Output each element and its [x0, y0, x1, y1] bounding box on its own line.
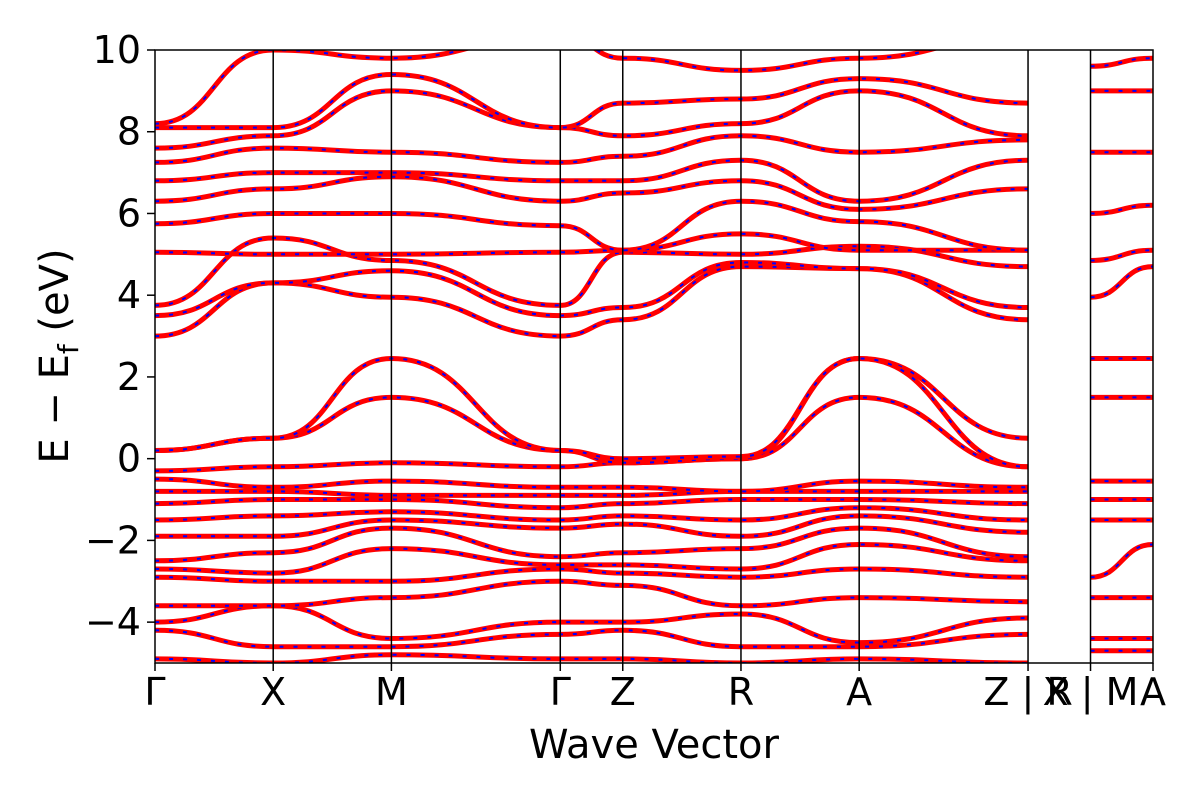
band-r10: [1090, 264, 1153, 300]
band-overlay-b13: [155, 396, 1029, 472]
x-axis-label: Wave Vector: [529, 722, 780, 768]
x-tick-label: A: [1140, 670, 1166, 714]
band-overlay-b12: [155, 478, 1029, 493]
band-overlay-b11: [155, 490, 1028, 497]
y-axis-label-subscript: f: [52, 343, 85, 354]
y-ticks: −4 −2 0 2 4 6 8 10: [85, 28, 155, 644]
x-tick-label: Z | R: [983, 670, 1072, 715]
x-tick-label: Γ: [144, 670, 165, 714]
x-tick-label: M: [375, 670, 408, 714]
y-tick-label: −4: [85, 600, 141, 644]
y-tick-label: 6: [117, 191, 141, 235]
x-tick-label: Z: [610, 670, 636, 714]
band-overlay-b20: [155, 200, 1029, 252]
y-axis-label: E − Ef (eV): [32, 248, 85, 463]
x-tick-label: A: [846, 670, 872, 714]
y-tick-label: 8: [117, 110, 141, 154]
x-tick-label: Γ: [550, 670, 571, 714]
y-tick-label: 4: [117, 273, 141, 317]
plot-frame: [154, 49, 1154, 664]
y-tick-label: 0: [117, 437, 141, 481]
y-axis-label-main: E − E: [32, 354, 78, 464]
y-tick-label: −2: [85, 518, 141, 562]
band-overlay-b1: [155, 653, 1029, 663]
band-overlay-b10: [155, 498, 1029, 509]
y-tick-label: 2: [117, 355, 141, 399]
band-overlay-r11: [1090, 249, 1153, 262]
band-overlay-b18: [155, 236, 1029, 307]
x-tick-label: X: [260, 670, 286, 714]
band-r4: [1090, 542, 1153, 580]
band-overlay-b9: [155, 506, 1029, 522]
k-point-lines: [272, 50, 1092, 663]
y-tick-label: 10: [93, 28, 141, 72]
band-overlay-r12: [1090, 204, 1153, 215]
band-overlay-r15: [1090, 57, 1153, 68]
x-tick-label: X | M: [1043, 670, 1139, 715]
y-axis-label-unit: (eV): [32, 248, 78, 344]
x-tick-label: R: [728, 670, 754, 714]
